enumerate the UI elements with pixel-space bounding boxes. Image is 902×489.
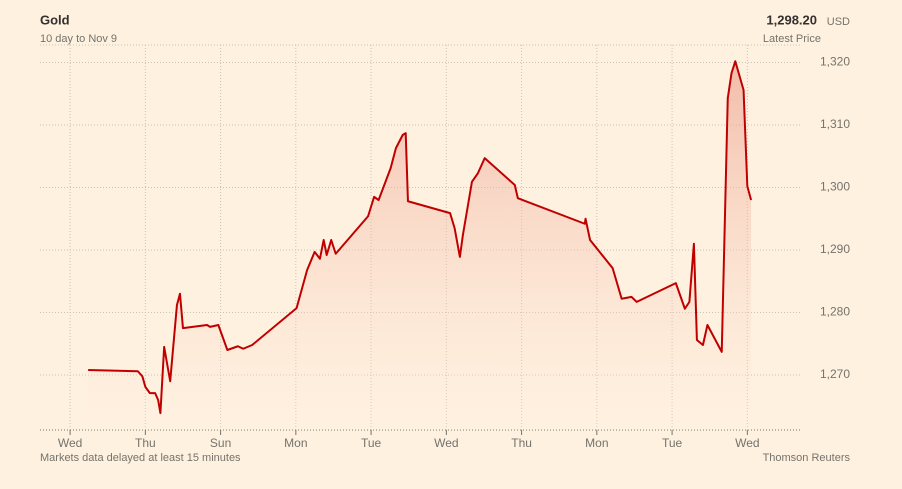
y-tick-label: 1,320 [820, 55, 850, 69]
line [88, 60, 753, 415]
x-tick-label: Wed [434, 436, 458, 450]
y-tick-label: 1,270 [820, 367, 850, 381]
x-tick-label: Tue [361, 436, 382, 450]
y-tick-label: 1,310 [820, 117, 850, 131]
source: Thomson Reuters [763, 452, 851, 464]
x-tick-label: Wed [735, 436, 759, 450]
y-tick-label: 1,280 [820, 305, 850, 319]
x-tick-label: Thu [135, 436, 156, 450]
chart-title: Gold [40, 12, 70, 27]
area [88, 61, 752, 430]
note: Markets data delayed at least 15 minutes [40, 452, 241, 464]
chart-subtitle: 10 day to Nov 9 [40, 33, 117, 45]
y-tick-label: 1,300 [820, 180, 850, 194]
latest-price: 1,298.20 [766, 12, 817, 27]
x-tick-label: Thu [511, 436, 532, 450]
y-tick-label: 1,290 [820, 242, 850, 256]
x-tick-label: Wed [58, 436, 82, 450]
x-tick-label: Sun [210, 436, 231, 450]
x-tick-label: Mon [585, 436, 608, 450]
x-tick-label: Mon [284, 436, 307, 450]
x-tick-label: Tue [662, 436, 683, 450]
currency: USD [827, 16, 850, 28]
latest-price-label: Latest Price [763, 33, 821, 45]
